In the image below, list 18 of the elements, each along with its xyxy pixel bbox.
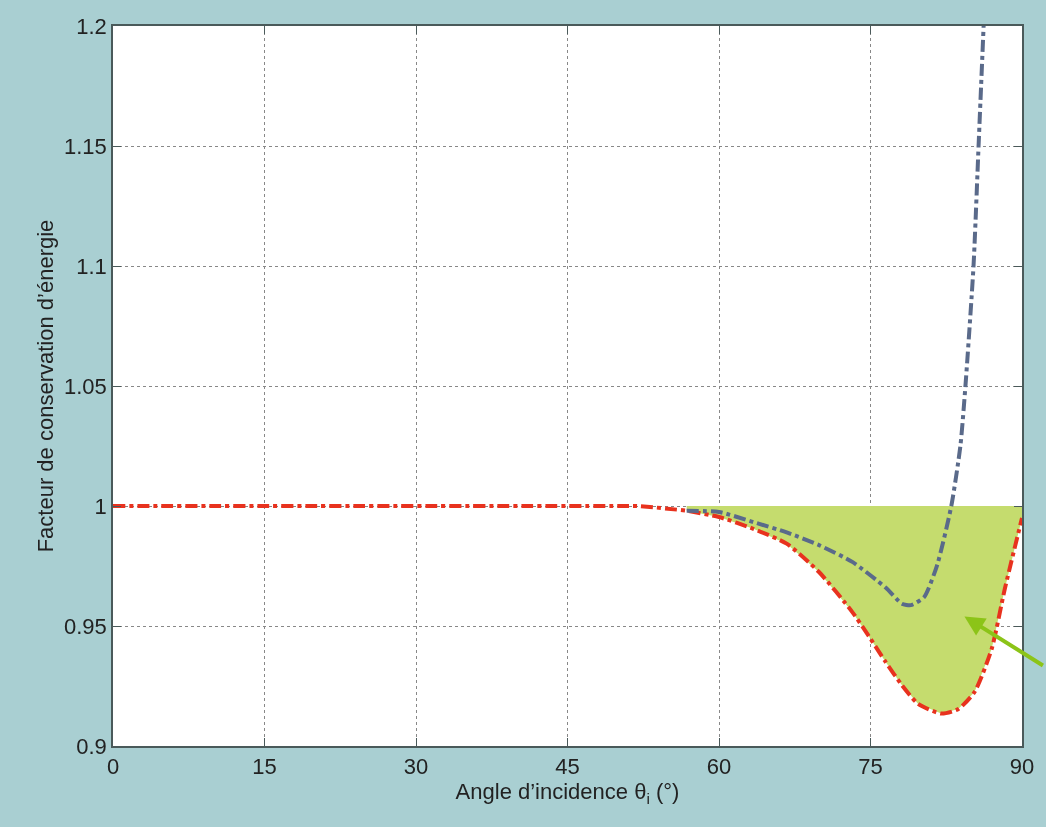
x-tick-label: 0 — [106, 754, 120, 780]
y-tick-label: 1.15 — [64, 133, 107, 159]
x-tick-label: 30 — [403, 754, 429, 780]
y-tick-label: 1 — [94, 493, 107, 519]
y-axis-title: Facteur de conservation d’énergie — [33, 219, 59, 553]
y-tick-label: 0.9 — [76, 733, 107, 759]
x-tick-label: 45 — [555, 754, 580, 780]
x-tick-label: 15 — [252, 754, 277, 780]
y-tick-label: 0.95 — [64, 613, 107, 639]
y-tick-label: 1.1 — [76, 253, 107, 279]
line-series — [684, 26, 986, 608]
y-tick-label: 1.05 — [64, 373, 107, 399]
x-tick-label: 75 — [858, 754, 883, 780]
line-series — [113, 503, 1022, 716]
y-tick-label: 1.2 — [76, 13, 107, 39]
x-tick-label: 90 — [1009, 754, 1035, 780]
x-axis-title: Angle d’incidence θ$_{i}$ (°) — [455, 779, 680, 807]
x-tick-label: 60 — [706, 754, 732, 780]
